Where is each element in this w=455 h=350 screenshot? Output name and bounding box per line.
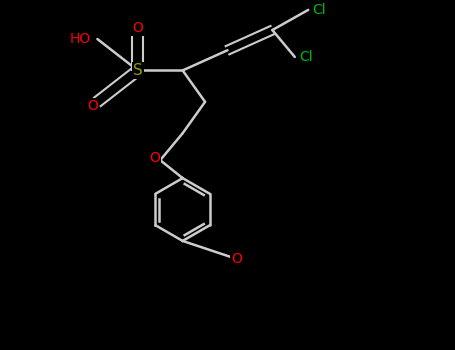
Text: S: S xyxy=(133,63,142,78)
Text: O: O xyxy=(87,99,98,113)
Text: Cl: Cl xyxy=(299,50,313,64)
Text: HO: HO xyxy=(70,32,91,46)
Text: O: O xyxy=(132,21,143,35)
Text: Cl: Cl xyxy=(313,3,326,17)
Text: O: O xyxy=(149,151,160,165)
Text: O: O xyxy=(231,252,242,266)
